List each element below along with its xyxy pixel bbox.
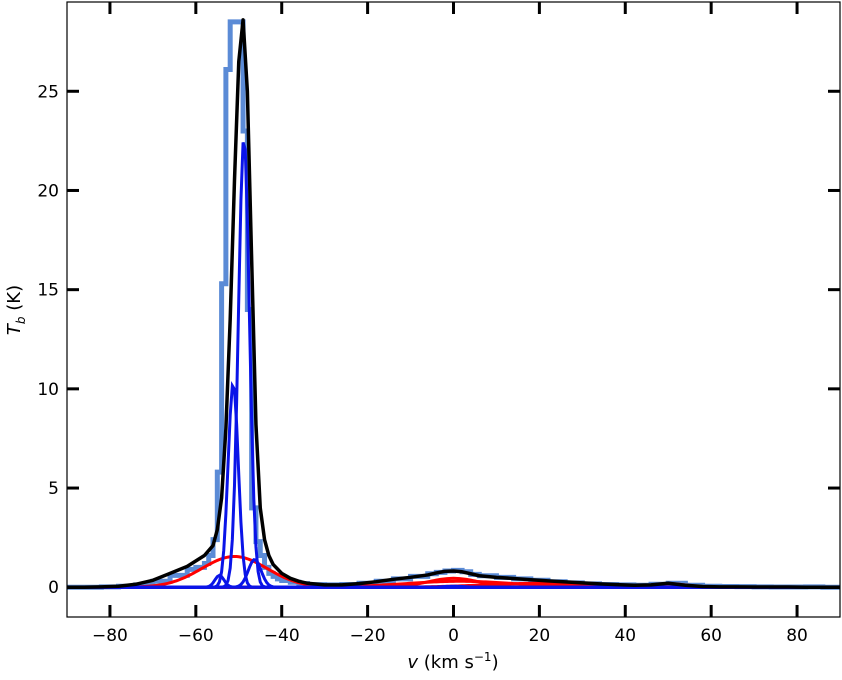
- x-tick-label: 0: [448, 626, 459, 646]
- y-tick-label: 15: [37, 281, 59, 301]
- x-tick-label: 60: [700, 626, 722, 646]
- y-tick-label: 0: [48, 578, 59, 598]
- y-tick-label: 5: [48, 479, 59, 499]
- cold-component-2: [67, 141, 840, 589]
- total-fit-line: [67, 18, 840, 589]
- y-tick-label: 25: [37, 82, 59, 102]
- y-tick-label: 20: [37, 181, 59, 201]
- x-tick-label: −40: [264, 626, 300, 646]
- x-tick-label: −20: [350, 626, 386, 646]
- x-axis-label: v (km s−1): [407, 650, 498, 673]
- x-tick-label: 20: [529, 626, 551, 646]
- cold-component-1: [67, 380, 840, 589]
- x-tick-label: −60: [178, 626, 214, 646]
- y-tick-label: 10: [37, 380, 59, 400]
- plot-frame: [66, 1, 841, 618]
- tick-labels: −80 −60 −40 −20 0 20 40 60 80 0 5 10 15 20 25: [37, 82, 808, 646]
- plot-area: −80 −60 −40 −20 0 20 40 60 80 0 5 10 15 20 25: [37, 1, 841, 646]
- y-axis-label: Tb (K): [4, 285, 28, 335]
- series-layer: [67, 18, 840, 590]
- observed-spectrum-line: [67, 19, 840, 590]
- x-tick-label: 80: [786, 626, 808, 646]
- x-tick-label: 40: [614, 626, 636, 646]
- x-tick-label: −80: [92, 626, 128, 646]
- tick-marks: [67, 2, 840, 617]
